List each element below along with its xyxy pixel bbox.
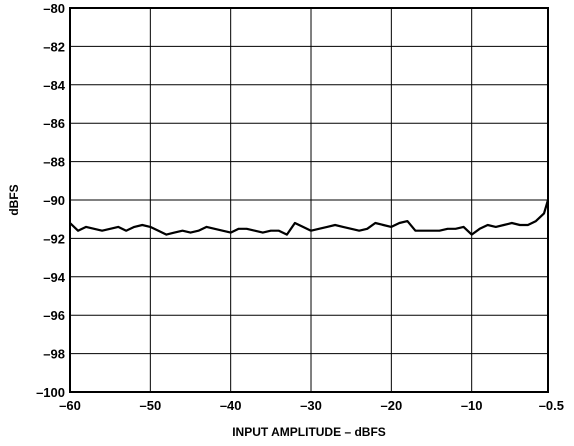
series-line (69, 199, 550, 236)
x-tick-label: –60 (59, 398, 81, 413)
series-group (69, 199, 550, 236)
y-tick-label: –98 (43, 347, 65, 362)
y-tick-label: –82 (43, 39, 65, 54)
x-tick-label: –10 (461, 398, 483, 413)
x-tick-label: –40 (220, 398, 242, 413)
y-tick-label: –80 (43, 1, 65, 16)
y-tick-label: –92 (43, 231, 65, 246)
y-tick-label: –86 (43, 116, 65, 131)
y-tick-label: –94 (43, 270, 65, 285)
plot-frame (69, 7, 549, 393)
y-tick-label: –88 (43, 155, 65, 170)
x-tick-label: –50 (139, 398, 161, 413)
x-axis-label: INPUT AMPLITUDE – dBFS (232, 425, 386, 439)
grid-lines (69, 7, 549, 393)
y-tick-label: –84 (43, 78, 65, 93)
x-tick-label: –30 (300, 398, 322, 413)
y-tick-label: –100 (36, 385, 65, 400)
x-tick-label: –0.5 (539, 398, 564, 413)
y-tick-labels: –80 –82 –84 –86 –88 –90 –92 –94 –96 –98 –100 (36, 1, 66, 400)
x-tick-labels: –60 –50 –40 –30 –20 –10 –0.5 (59, 398, 564, 413)
y-tick-label: –90 (43, 193, 65, 208)
x-tick-label: –20 (380, 398, 402, 413)
y-tick-label: –96 (43, 308, 65, 323)
y-axis-label: dBFS (7, 184, 21, 215)
